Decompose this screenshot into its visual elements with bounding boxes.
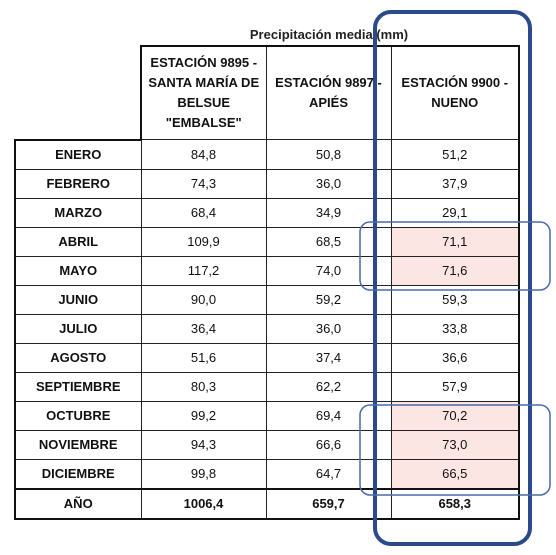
- row-label: MAYO: [14, 255, 142, 286]
- value-cell: 70,2: [390, 400, 520, 431]
- value-cell: 117,2: [140, 255, 267, 286]
- value-cell: 66,5: [390, 458, 520, 489]
- value-cell: 29,1: [390, 197, 520, 228]
- value-cell: 84,8: [140, 139, 267, 170]
- value-cell: 71,6: [390, 255, 520, 286]
- value-cell: 69,4: [265, 400, 392, 431]
- value-cell: 74,0: [265, 255, 392, 286]
- table-body: ENERO 84,8 50,8 51,2 FEBRERO 74,3 36,0 37,9 MARZ…: [14, 139, 520, 520]
- value-cell: 68,5: [265, 226, 392, 257]
- value-cell: 34,9: [265, 197, 392, 228]
- precipitation-table: ESTACIÓN 9895 - SANTA MARÍA DE BELSUE "E…: [14, 45, 520, 520]
- row-label: FEBRERO: [14, 168, 142, 199]
- table-row: AÑO 1006,4 659,7 658,3: [14, 487, 520, 520]
- row-label: DICIEMBRE: [14, 458, 142, 489]
- table-row: AGOSTO 51,6 37,4 36,6: [14, 342, 520, 373]
- row-label: NOVIEMBRE: [14, 429, 142, 460]
- row-label: JULIO: [14, 313, 142, 344]
- row-label: SEPTIEMBRE: [14, 371, 142, 402]
- value-cell: 33,8: [390, 313, 520, 344]
- value-cell: 99,2: [140, 400, 267, 431]
- row-label: AÑO: [14, 487, 142, 520]
- table-row: ABRIL 109,9 68,5 71,1: [14, 226, 520, 257]
- value-cell: 37,9: [390, 168, 520, 199]
- row-label: MARZO: [14, 197, 142, 228]
- value-cell: 659,7: [265, 487, 392, 520]
- value-cell: 99,8: [140, 458, 267, 489]
- column-header: ESTACIÓN 9895 - SANTA MARÍA DE BELSUE "E…: [140, 45, 267, 140]
- table-row: JUNIO 90,0 59,2 59,3: [14, 284, 520, 315]
- value-cell: 37,4: [265, 342, 392, 373]
- value-cell: 51,2: [390, 139, 520, 170]
- value-cell: 80,3: [140, 371, 267, 402]
- row-label: AGOSTO: [14, 342, 142, 373]
- value-cell: 50,8: [265, 139, 392, 170]
- value-cell: 68,4: [140, 197, 267, 228]
- table-row: ENERO 84,8 50,8 51,2: [14, 139, 520, 170]
- row-label: OCTUBRE: [14, 400, 142, 431]
- value-cell: 66,6: [265, 429, 392, 460]
- column-header: ESTACIÓN 9897 - APIÉS: [265, 45, 392, 140]
- table-row: MAYO 117,2 74,0 71,6: [14, 255, 520, 286]
- table-row: FEBRERO 74,3 36,0 37,9: [14, 168, 520, 199]
- row-label: ENERO: [14, 139, 142, 170]
- header-row: ESTACIÓN 9895 - SANTA MARÍA DE BELSUE "E…: [15, 45, 520, 141]
- value-cell: 1006,4: [140, 487, 267, 520]
- value-cell: 109,9: [140, 226, 267, 257]
- value-cell: 658,3: [390, 487, 520, 520]
- table-row: SEPTIEMBRE 80,3 62,2 57,9: [14, 371, 520, 402]
- value-cell: 90,0: [140, 284, 267, 315]
- table-row: MARZO 68,4 34,9 29,1: [14, 197, 520, 228]
- table-title: Precipitación media (mm): [249, 27, 409, 42]
- value-cell: 57,9: [390, 371, 520, 402]
- column-header: ESTACIÓN 9900 - NUENO: [390, 45, 520, 140]
- value-cell: 71,1: [390, 226, 520, 257]
- row-label: ABRIL: [14, 226, 142, 257]
- value-cell: 36,0: [265, 313, 392, 344]
- value-cell: 62,2: [265, 371, 392, 402]
- table-row: OCTUBRE 99,2 69,4 70,2: [14, 400, 520, 431]
- empty-cell: [15, 46, 141, 141]
- value-cell: 51,6: [140, 342, 267, 373]
- value-cell: 36,4: [140, 313, 267, 344]
- value-cell: 59,2: [265, 284, 392, 315]
- value-cell: 36,6: [390, 342, 520, 373]
- value-cell: 36,0: [265, 168, 392, 199]
- table-row: JULIO 36,4 36,0 33,8: [14, 313, 520, 344]
- value-cell: 73,0: [390, 429, 520, 460]
- value-cell: 64,7: [265, 458, 392, 489]
- table-row: NOVIEMBRE 94,3 66,6 73,0: [14, 429, 520, 460]
- value-cell: 74,3: [140, 168, 267, 199]
- table-row: DICIEMBRE 99,8 64,7 66,5: [14, 458, 520, 489]
- value-cell: 59,3: [390, 284, 520, 315]
- row-label: JUNIO: [14, 284, 142, 315]
- value-cell: 94,3: [140, 429, 267, 460]
